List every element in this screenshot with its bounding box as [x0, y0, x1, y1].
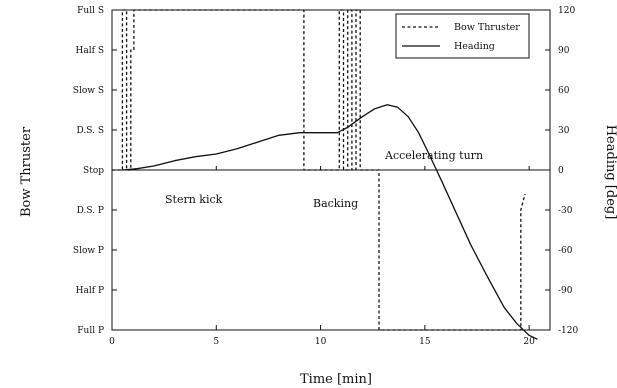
left-axis-title: Bow Thruster — [19, 126, 34, 217]
left-tick-label: Half S — [76, 46, 104, 56]
right-tick-label: -30 — [558, 206, 573, 216]
right-tick-label: 60 — [558, 86, 570, 96]
x-axis-title: Time [min] — [300, 372, 372, 387]
left-tick-label: Half P — [76, 286, 104, 296]
right-axis-title: Heading [deg] — [603, 125, 617, 220]
left-tick-label: Slow S — [73, 86, 104, 96]
series-layer — [112, 9, 538, 340]
right-tick-label: 0 — [558, 166, 564, 176]
left-tick-label: D.S. P — [77, 206, 104, 216]
annotation-stern-kick: Stern kick — [165, 193, 223, 206]
tick-marks — [111, 9, 550, 331]
left-tick-label: Full P — [77, 326, 104, 336]
legend: Bow Thruster Heading — [395, 13, 530, 59]
right-tick-label: -120 — [558, 326, 578, 336]
left-tick-label: Slow P — [73, 246, 104, 256]
x-tick-label: 15 — [419, 337, 431, 347]
annotation-accelerating-turn: Accelerating turn — [384, 149, 483, 162]
series-heading — [122, 104, 538, 340]
legend-label-heading: Heading — [454, 41, 495, 52]
right-tick-label: 90 — [558, 46, 570, 56]
right-tick-label: -60 — [558, 246, 573, 256]
x-tick-label: 5 — [213, 337, 219, 347]
x-tick-label: 10 — [315, 337, 327, 347]
x-tick-label: 0 — [109, 337, 115, 347]
tick-labels: 0 5 10 15 20 Full P Half P Slow P D.S. P Stop D.S.… — [73, 6, 579, 347]
legend-box — [395, 13, 530, 59]
left-tick-label: Full S — [77, 6, 104, 16]
legend-label-bow-thruster: Bow Thruster — [454, 22, 520, 33]
right-tick-label: 120 — [558, 6, 575, 16]
annotation-backing: Backing — [313, 197, 358, 210]
left-tick-label: D.S. S — [77, 126, 105, 136]
right-tick-label: 30 — [558, 126, 570, 136]
x-tick-label: 20 — [523, 337, 535, 347]
left-tick-label: Stop — [83, 166, 104, 176]
right-tick-label: -90 — [558, 286, 573, 296]
